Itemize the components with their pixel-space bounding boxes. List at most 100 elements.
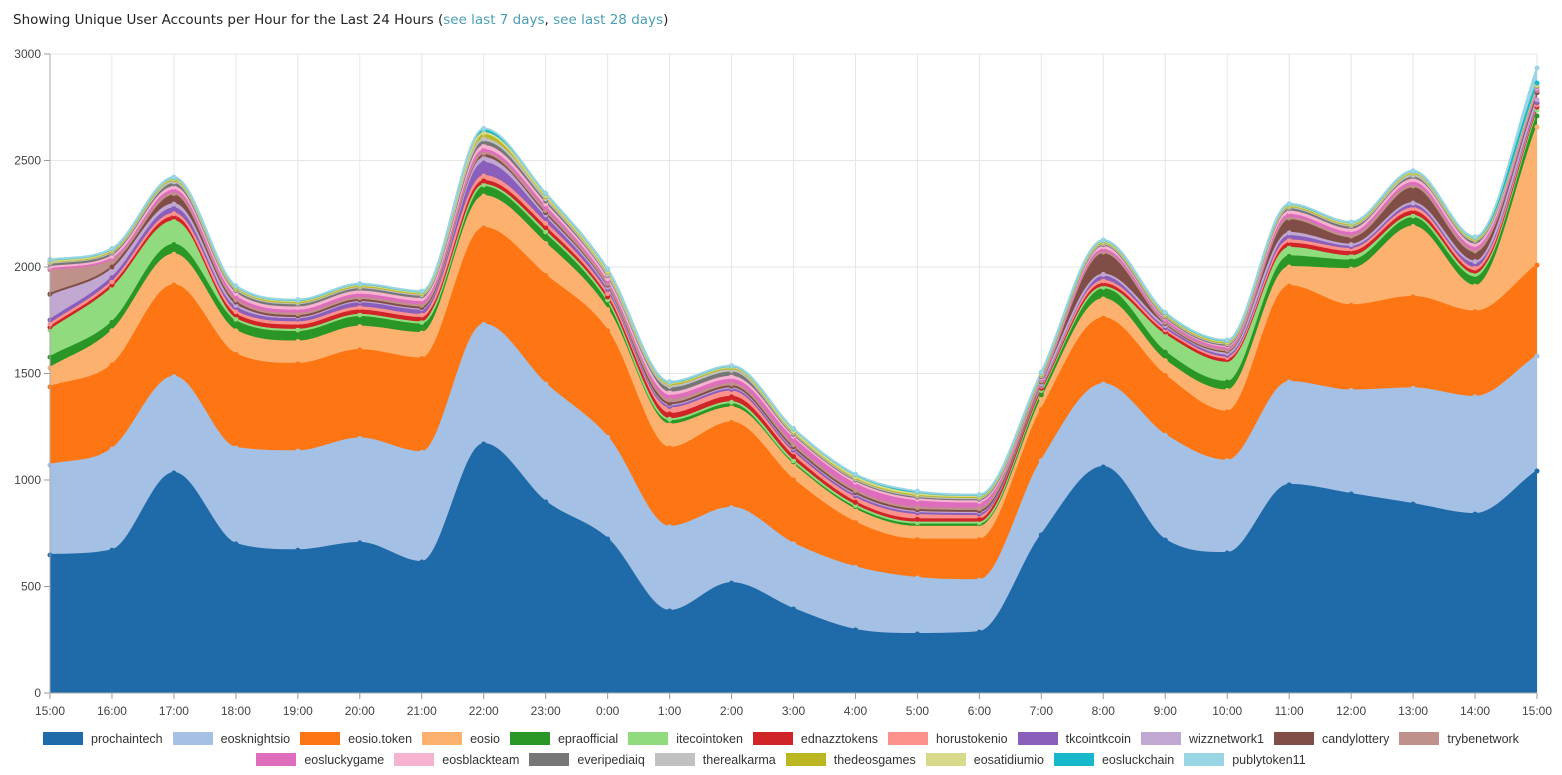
legend-item-candylottery[interactable]: candylottery [1273,732,1389,746]
legend-item-wizznetwork1[interactable]: wizznetwork1 [1140,732,1264,746]
point-eosio[interactable] [171,251,177,257]
point-eosio-token[interactable] [1472,309,1478,315]
see-last-28-days-link[interactable]: see last 28 days [553,12,664,28]
point-horustokenio[interactable] [605,291,611,297]
point-prochaintech[interactable] [109,547,115,553]
point-eosknightsio[interactable] [171,374,177,380]
point-itecointoken[interactable] [171,218,177,224]
point-eosknightsio[interactable] [1286,379,1292,385]
point-ednazztokens[interactable] [729,394,735,400]
point-publytoken11[interactable] [729,363,735,369]
point-eosio[interactable] [729,405,735,411]
point-eosio-token[interactable] [1162,373,1168,379]
legend-item-thedeosgames[interactable]: thedeosgames [785,753,916,767]
point-eosio-token[interactable] [357,347,363,353]
legend-item-ednazztokens[interactable]: ednazztokens [752,732,878,746]
point-publytoken11[interactable] [1100,237,1106,243]
point-ednazztokens[interactable] [852,499,858,505]
point-itecointoken[interactable] [543,229,549,235]
point-eosblackteam[interactable] [667,390,673,396]
point-ednazztokens[interactable] [667,411,673,417]
point-publytoken11[interactable] [419,288,425,294]
legend-item-eosatidiumio[interactable]: eosatidiumio [925,753,1044,767]
legend-item-trybenetwork[interactable]: trybenetwork [1399,732,1519,746]
legend-item-horustokenio[interactable]: horustokenio [888,732,1008,746]
point-itecointoken[interactable] [1348,253,1354,259]
legend-item-eosknightsio[interactable]: eosknightsio [172,732,290,746]
point-eosknightsio[interactable] [109,446,115,452]
point-epraofficial[interactable] [1286,253,1292,259]
point-prochaintech[interactable] [1162,537,1168,543]
point-eosknightsio[interactable] [419,449,425,455]
point-eosio[interactable] [1162,358,1168,364]
point-publytoken11[interactable] [1162,309,1168,315]
point-eosknightsio[interactable] [233,445,239,451]
point-publytoken11[interactable] [171,174,177,180]
point-prochaintech[interactable] [1410,501,1416,507]
point-eosio[interactable] [357,324,363,330]
legend-item-eosio-token[interactable]: eosio.token [300,732,412,746]
point-prochaintech[interactable] [543,499,549,505]
point-prochaintech[interactable] [976,629,982,635]
legend-item-therealkarma[interactable]: therealkarma [654,753,776,767]
point-eosio-token[interactable] [295,361,301,367]
point-eosio[interactable] [295,339,301,345]
point-eosknightsio[interactable] [1100,381,1106,387]
legend-item-everipediaiq[interactable]: everipediaiq [529,753,645,767]
point-tkcointkcoin[interactable] [109,275,115,281]
point-prochaintech[interactable] [1472,511,1478,517]
point-publytoken11[interactable] [109,245,115,251]
point-eosknightsio[interactable] [543,381,549,387]
point-publytoken11[interactable] [1472,234,1478,240]
point-prochaintech[interactable] [295,547,301,553]
point-prochaintech[interactable] [729,580,735,586]
point-itecointoken[interactable] [667,416,673,422]
point-eosio-token[interactable] [914,537,920,543]
point-trybenetwork[interactable] [852,488,858,494]
point-epraofficial[interactable] [1348,258,1354,264]
point-eosio[interactable] [1100,296,1106,302]
point-eosknightsio[interactable] [667,524,673,530]
point-horustokenio[interactable] [233,309,239,315]
point-itecointoken[interactable] [1286,245,1292,251]
point-wizznetwork1[interactable] [1286,230,1292,236]
legend-item-epraofficial[interactable]: epraofficial [509,732,618,746]
point-eosio-token[interactable] [171,282,177,288]
point-horustokenio[interactable] [109,279,115,285]
point-eosio-token[interactable] [667,445,673,451]
point-eosio[interactable] [543,241,549,247]
point-horustokenio[interactable] [481,173,487,179]
point-eosio[interactable] [1534,124,1540,130]
legend-item-itecointoken[interactable]: itecointoken [628,732,743,746]
point-epraofficial[interactable] [1224,379,1230,385]
point-publytoken11[interactable] [295,297,301,303]
point-eosknightsio[interactable] [914,575,920,581]
point-eosio-token[interactable] [1286,283,1292,289]
point-ednazztokens[interactable] [976,516,982,522]
point-publytoken11[interactable] [1534,65,1540,71]
point-eosatidiumio[interactable] [481,130,487,136]
area-epraofficial[interactable] [50,115,1537,527]
point-eosknightsio[interactable] [976,577,982,583]
point-eosio[interactable] [109,328,115,334]
point-eosluckchain[interactable] [1534,80,1540,86]
point-epraofficial[interactable] [109,319,115,325]
point-prochaintech[interactable] [914,631,920,637]
point-eosio-token[interactable] [233,351,239,357]
point-epraofficial[interactable] [171,242,177,248]
point-eosio-token[interactable] [1100,315,1106,321]
legend-item-eosluckchain[interactable]: eosluckchain [1053,753,1174,767]
point-itecointoken[interactable] [295,327,301,333]
point-publytoken11[interactable] [233,283,239,289]
point-prochaintech[interactable] [233,541,239,547]
point-horustokenio[interactable] [1472,265,1478,271]
point-eosblackteam[interactable] [481,143,487,149]
point-eosio[interactable] [1224,388,1230,394]
point-publytoken11[interactable] [976,491,982,497]
point-prochaintech[interactable] [357,540,363,546]
point-publytoken11[interactable] [605,266,611,272]
point-itecointoken[interactable] [729,399,735,405]
point-eosknightsio[interactable] [1472,394,1478,400]
point-prochaintech[interactable] [1286,482,1292,488]
point-candylottery[interactable] [109,264,115,270]
